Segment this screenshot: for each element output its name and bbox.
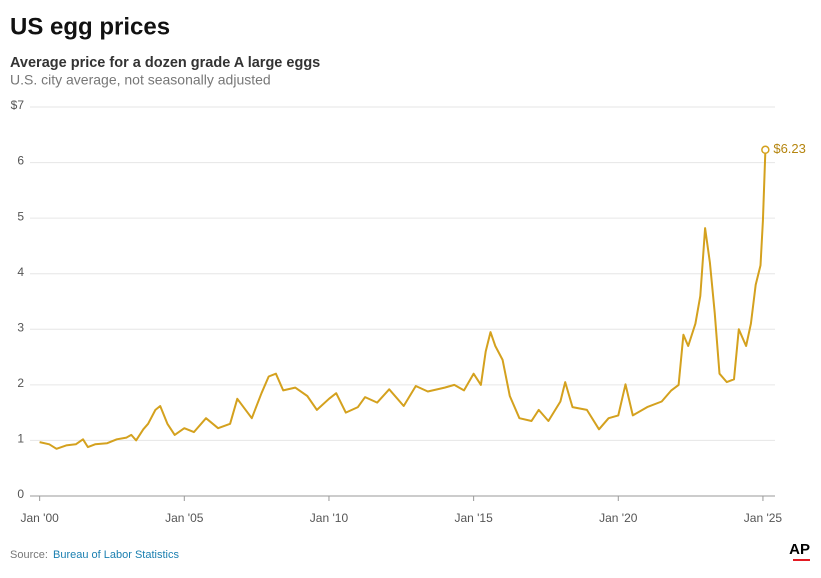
y-tick-label: 4 xyxy=(17,265,24,279)
chart-subtitle: Average price for a dozen grade A large … xyxy=(10,55,320,71)
logo: AP xyxy=(789,541,810,558)
chart-title: US egg prices xyxy=(10,13,170,40)
y-tick-label: 0 xyxy=(17,487,24,501)
value-label: $6.23 xyxy=(773,141,806,156)
x-tick-label: Jan '20 xyxy=(599,511,638,525)
price-line xyxy=(39,149,767,450)
chart-note: U.S. city average, not seasonally adjust… xyxy=(10,72,271,88)
x-tick-label: Jan '15 xyxy=(454,511,493,525)
x-tick-label: Jan '10 xyxy=(310,511,349,525)
y-tick-label: 1 xyxy=(17,432,24,446)
source[interactable]: Bureau of Labor Statistics xyxy=(53,549,179,561)
y-tick-label: 3 xyxy=(17,320,24,334)
y-tick-label: $7 xyxy=(11,98,25,112)
y-tick-label: 2 xyxy=(17,376,24,390)
x-tick-label: Jan '00 xyxy=(20,511,59,525)
x-tick-label: Jan '25 xyxy=(744,511,783,525)
x-tick-label: Jan '05 xyxy=(165,511,204,525)
y-tick-label: 6 xyxy=(17,154,24,168)
y-tick-label: 5 xyxy=(17,209,24,223)
source-label: Source: xyxy=(10,549,48,561)
end-marker xyxy=(761,145,770,155)
